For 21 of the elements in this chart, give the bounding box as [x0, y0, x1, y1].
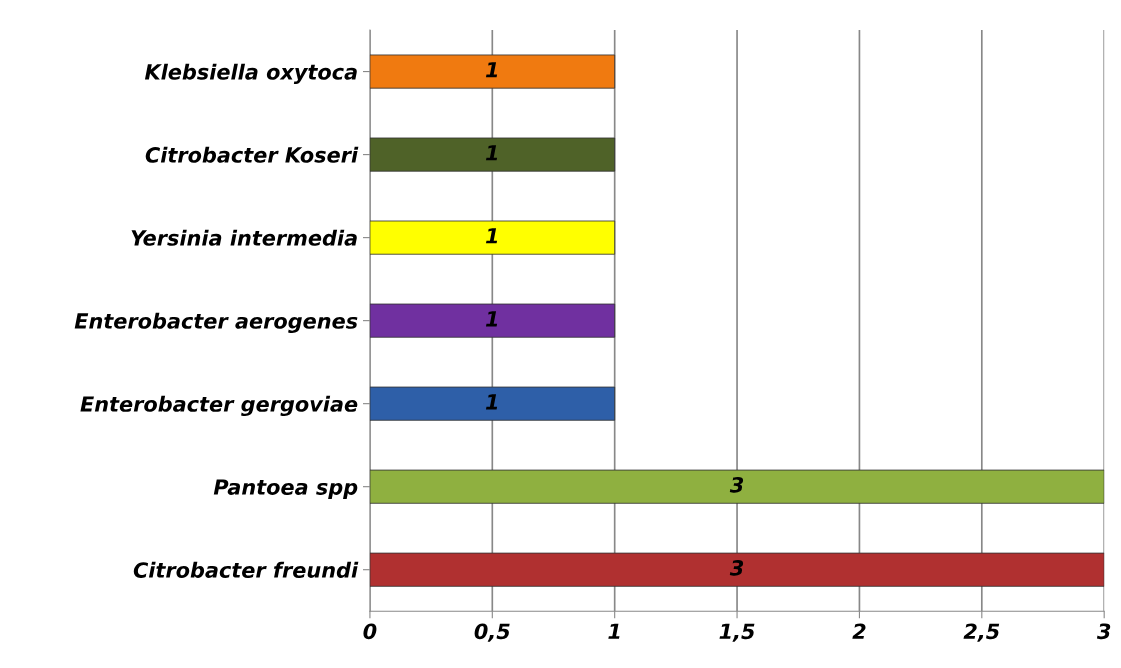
- x-tick-label: 1,5: [719, 623, 755, 642]
- data-label: 1: [485, 394, 498, 410]
- data-label: 1: [485, 228, 498, 244]
- y-tick-label: Citrobacter Koseri: [145, 146, 359, 163]
- data-label: 1: [485, 311, 498, 327]
- y-tick-label: Pantoea spp: [213, 479, 358, 499]
- x-tick-label: 0,5: [474, 623, 510, 642]
- y-tick-label: Citrobacter freundi: [133, 561, 359, 578]
- y-tick-label: Enterobacter aerogenes: [74, 312, 358, 334]
- data-label: 3: [729, 559, 744, 576]
- y-tick-label: Enterobacter gergoviae: [80, 395, 358, 417]
- data-label: 1: [485, 62, 498, 78]
- x-tick-label: 0: [363, 623, 377, 640]
- x-tick-label: 2: [852, 623, 866, 639]
- x-tick-label: 3: [1096, 623, 1111, 640]
- x-tick-label: 2,5: [963, 623, 1000, 642]
- y-tick-label: Yersinia intermedia: [131, 229, 357, 246]
- y-tick-label: Klebsiella oxytoca: [144, 63, 357, 84]
- data-label: 3: [729, 476, 744, 493]
- x-tick-label: 1: [608, 623, 620, 639]
- data-label: 1: [485, 145, 498, 161]
